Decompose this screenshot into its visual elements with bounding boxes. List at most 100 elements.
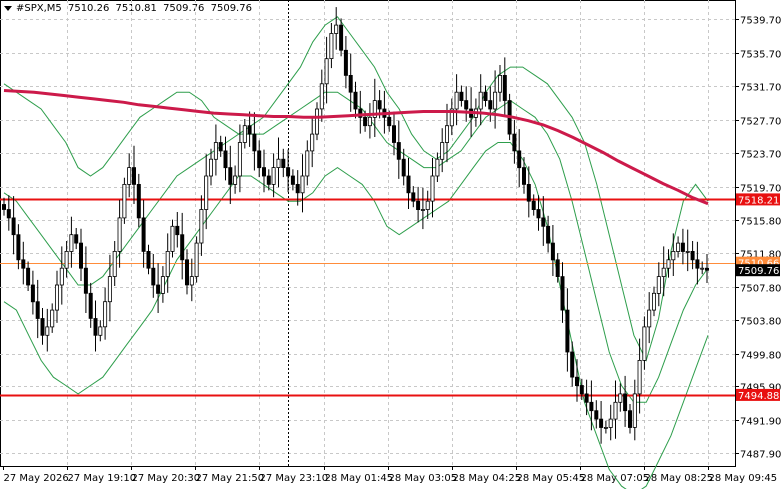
candle-bull xyxy=(603,426,608,429)
candle-bull xyxy=(652,292,657,311)
candle-bear xyxy=(141,217,146,252)
x-tick-label: 27 May 2026 xyxy=(4,473,69,484)
candle-bull xyxy=(300,175,305,194)
candle-bear xyxy=(459,91,464,101)
level-label-7518.21-bg xyxy=(736,193,780,206)
candle-bull xyxy=(160,276,165,294)
candle-bear xyxy=(594,410,599,420)
candle-bear xyxy=(705,267,710,271)
candle-bear xyxy=(93,318,98,336)
candle-bull xyxy=(64,250,69,269)
candle-bear xyxy=(570,351,575,378)
candle-bull xyxy=(237,142,242,177)
candle-bull xyxy=(666,259,671,269)
candle-bear xyxy=(550,242,555,261)
candle-bear xyxy=(74,234,79,244)
candle-bull xyxy=(213,142,218,160)
x-tick-label: 28 May 03:05 xyxy=(389,473,458,484)
candle-bear xyxy=(391,125,396,143)
x-tick-label: 27 May 19:10 xyxy=(68,473,137,484)
candle-bear xyxy=(286,167,291,177)
candle-bull xyxy=(170,225,175,252)
y-tick-label: 7495.90 xyxy=(740,383,781,394)
candle-bull xyxy=(435,158,440,177)
candle-bear xyxy=(695,259,700,269)
candle-bear xyxy=(26,267,31,286)
candle-bear xyxy=(30,284,35,303)
candle-bull xyxy=(117,217,122,252)
level-label-7494.88-bg xyxy=(736,388,780,401)
open-value: 7510.26 xyxy=(67,3,110,14)
candle-bull xyxy=(50,309,55,328)
symbol-label: #SPX,M5 xyxy=(16,3,62,14)
candle-bear xyxy=(589,401,594,412)
candle-bull xyxy=(314,108,319,135)
candle-bear xyxy=(411,192,416,202)
candle-bear xyxy=(11,217,16,236)
y-tick-label: 7503.80 xyxy=(740,317,781,328)
candle-bull xyxy=(642,326,647,361)
candle-bear xyxy=(156,284,161,294)
candle-bull xyxy=(334,24,339,34)
candle-bull xyxy=(478,91,483,110)
y-tick-label: 7499.80 xyxy=(740,351,781,362)
candle-bear xyxy=(348,75,353,93)
candle-bull xyxy=(647,309,652,328)
candle-bear xyxy=(536,209,541,219)
candle-bear xyxy=(261,167,266,177)
x-tick-label: 28 May 01:45 xyxy=(325,473,394,484)
y-tick-label: 7515.80 xyxy=(740,217,781,228)
level-label-7494.88: 7494.88 xyxy=(738,391,779,402)
x-tick-label: 28 May 05:45 xyxy=(517,473,586,484)
candle-bear xyxy=(575,376,580,387)
candle-bear xyxy=(502,75,507,101)
y-tick-label: 7507.80 xyxy=(740,284,781,295)
candle-bear xyxy=(175,225,180,236)
y-tick-label: 7519.70 xyxy=(740,184,781,195)
candle-bear xyxy=(228,167,233,185)
candle-bull xyxy=(454,91,459,110)
candle-bear xyxy=(377,100,382,110)
candle-bear xyxy=(623,393,628,412)
candle-bear xyxy=(406,175,411,194)
candle-bull xyxy=(199,209,204,244)
bollinger-upper xyxy=(3,16,709,362)
candle-bear xyxy=(136,183,141,219)
candle-bear xyxy=(83,267,88,294)
candle-bear xyxy=(416,200,421,210)
candle-bull xyxy=(194,242,199,278)
candle-bull xyxy=(204,175,209,210)
candle-bear xyxy=(546,225,551,244)
candle-bear xyxy=(16,234,21,261)
candle-bull xyxy=(103,301,108,328)
plot-frame xyxy=(0,0,736,467)
candle-bull xyxy=(497,75,502,93)
candle-bear xyxy=(512,133,517,152)
candle-bull xyxy=(671,250,676,261)
x-tick-label: 27 May 23:10 xyxy=(260,473,329,484)
candle-bear xyxy=(218,142,223,152)
candle-bull xyxy=(440,142,445,160)
x-tick-label: 28 May 04:25 xyxy=(453,473,522,484)
candle-bull xyxy=(676,242,681,252)
candle-bull xyxy=(55,284,60,311)
candle-bear xyxy=(252,133,257,152)
candle-bull xyxy=(107,276,112,303)
candle-bear xyxy=(131,167,136,185)
candle-bull xyxy=(656,276,661,294)
candle-bull xyxy=(632,393,637,428)
candle-bear xyxy=(483,91,488,101)
candle-bull xyxy=(59,267,64,286)
candle-bull xyxy=(700,267,705,270)
symbol-menu-icon[interactable] xyxy=(4,5,12,11)
candle-bull xyxy=(242,125,247,143)
candle-bear xyxy=(680,242,685,252)
candle-bull xyxy=(189,276,194,286)
candle-bull xyxy=(271,167,276,185)
candle-bull xyxy=(319,83,324,110)
candle-bear xyxy=(584,393,589,403)
y-tick-label: 7539.70 xyxy=(740,16,781,27)
close-value: 7509.76 xyxy=(210,3,252,14)
candle-bull xyxy=(276,158,281,168)
